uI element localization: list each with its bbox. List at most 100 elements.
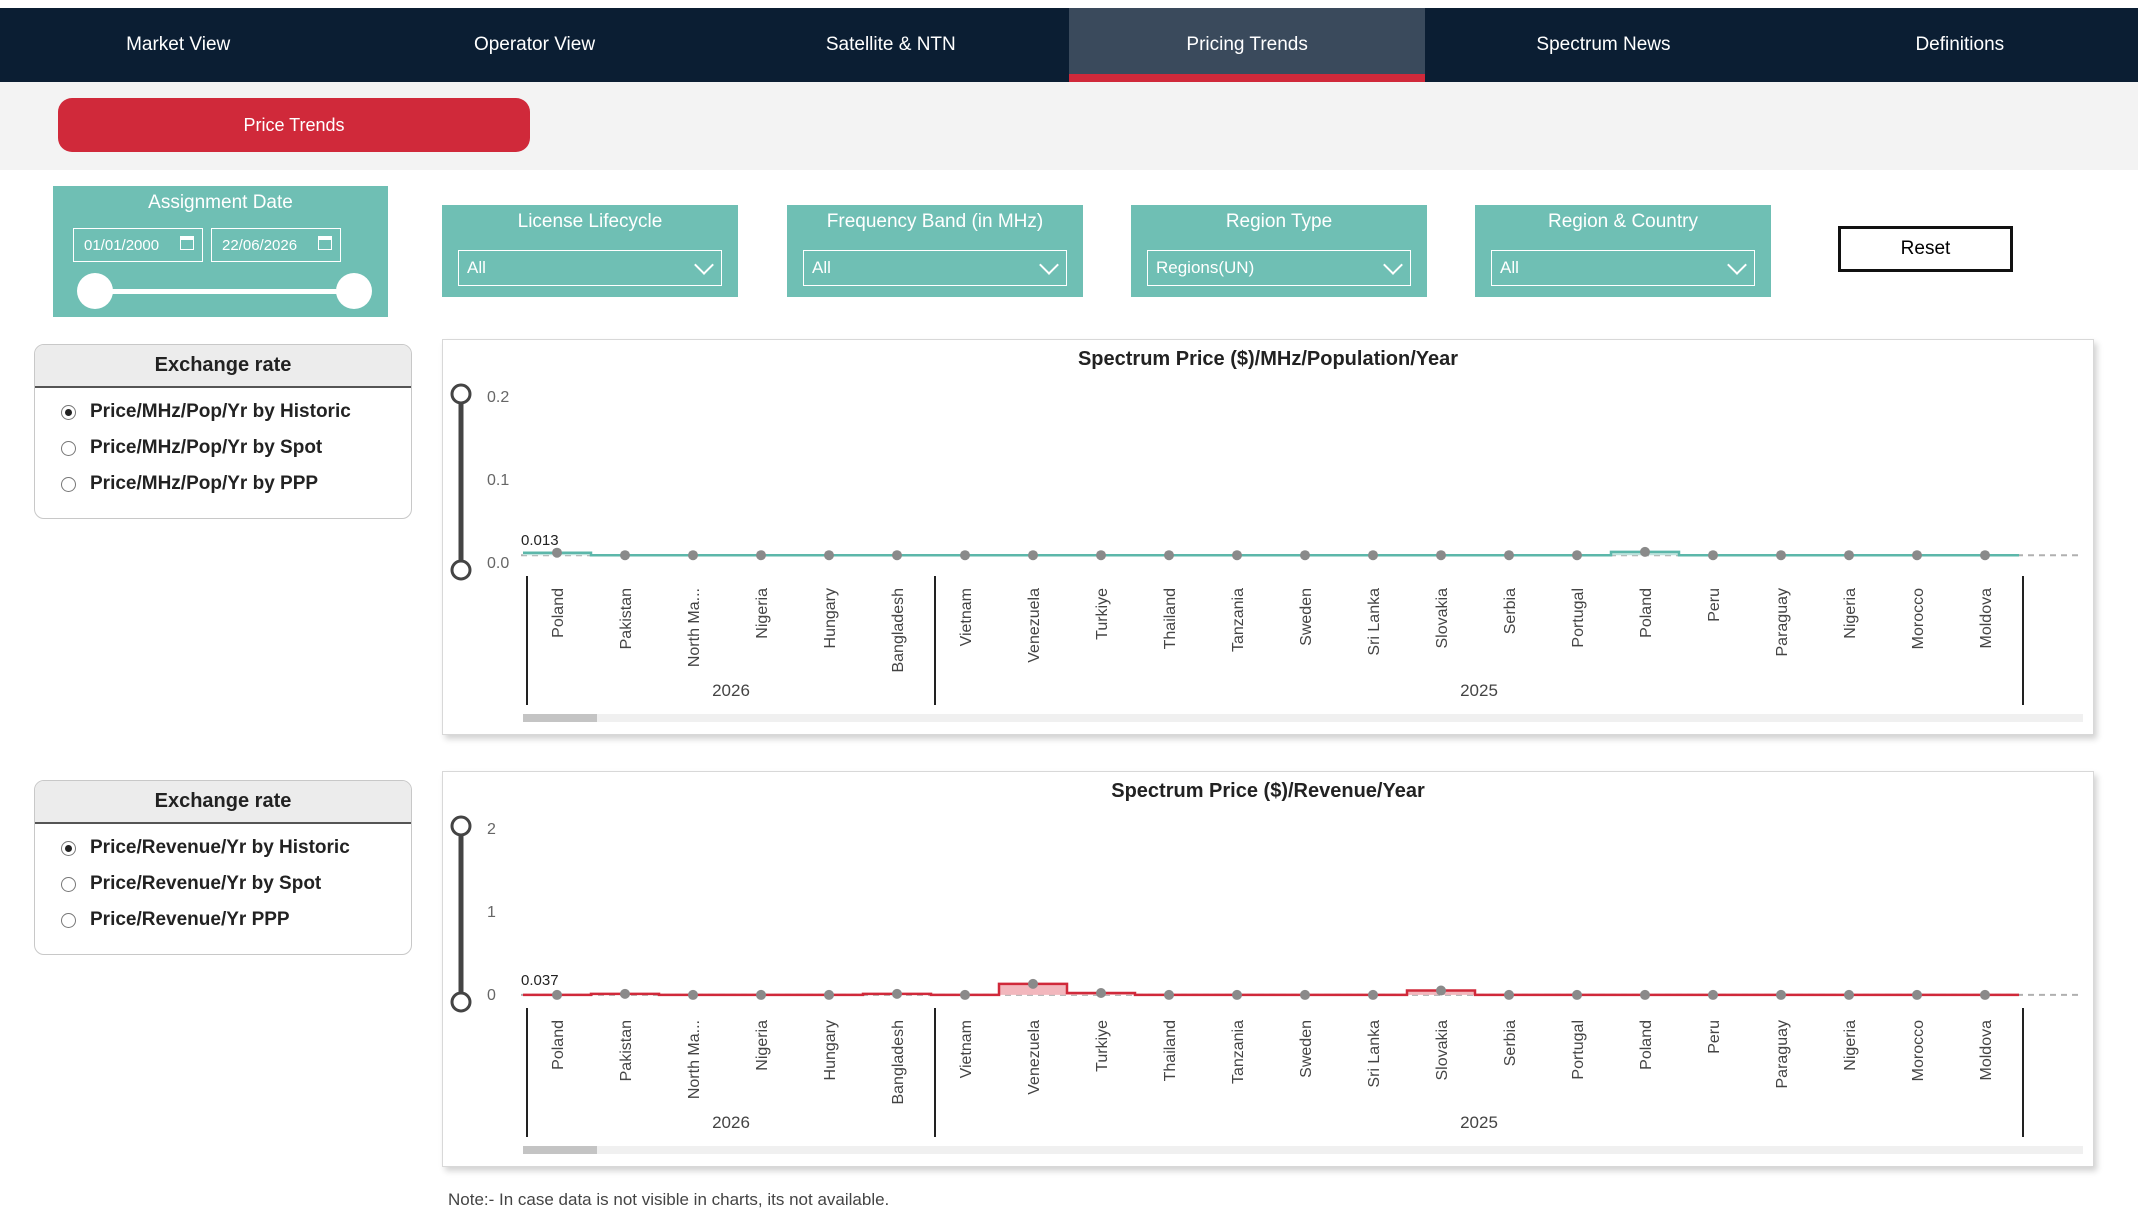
region-country-dropdown[interactable]: All (1491, 250, 1755, 286)
category-label: Moldova (1978, 1020, 1995, 1081)
zoom-slider-bottom-handle[interactable] (450, 991, 472, 1013)
zoom-slider-bottom-handle[interactable] (450, 559, 472, 581)
horizontal-scrollbar-track[interactable] (523, 714, 2083, 722)
data-point (1980, 550, 1990, 561)
tab-spectrum-news[interactable]: Spectrum News (1425, 8, 1781, 82)
option-label: Price/Revenue/Yr by Historic (90, 837, 350, 858)
option-spot[interactable]: Price/MHz/Pop/Yr by Spot (35, 430, 411, 466)
frequency-band-filter: Frequency Band (in MHz) All (787, 205, 1083, 297)
chart-title: Spectrum Price ($)/Revenue/Year (1111, 780, 1425, 802)
selected-value: All (812, 258, 831, 277)
data-point (1844, 989, 1854, 1000)
category-label: Slovakia (1434, 588, 1451, 649)
region-type-dropdown[interactable]: Regions(UN) (1147, 250, 1411, 286)
data-point (1300, 550, 1310, 561)
option-ppp[interactable]: Price/Revenue/Yr PPP (35, 902, 411, 938)
tab-market-view[interactable]: Market View (0, 8, 356, 82)
data-point (892, 550, 902, 561)
license-lifecycle-dropdown[interactable]: All (458, 250, 722, 286)
tab-definitions[interactable]: Definitions (1782, 8, 2138, 82)
category-label: Tanzania (1230, 588, 1247, 652)
data-point (756, 550, 766, 561)
y-tick-label: 0.0 (487, 555, 509, 572)
data-point (1912, 550, 1922, 561)
data-point (552, 547, 562, 558)
radio-icon[interactable] (61, 440, 76, 456)
end-date-value: 22/06/2026 (222, 236, 298, 254)
series-area (523, 983, 2019, 995)
filter-label: Region Type (1225, 211, 1333, 232)
option-label: Price/MHz/Pop/Yr by PPP (90, 473, 319, 494)
chart-canvas: 0.2 0.1 0.0 0.013 Poland Pakistan North Ma... N… (450, 383, 2083, 722)
category-label: Moldova (1978, 588, 1995, 649)
option-label: Price/MHz/Pop/Yr by Historic (90, 401, 351, 422)
horizontal-scrollbar-thumb[interactable] (523, 714, 597, 722)
region-country-filter: Region & Country All (1475, 205, 1771, 297)
group-label: 2026 (712, 1113, 750, 1132)
chart-price-per-mhz-pop: Spectrum Price ($)/MHz/Population/Year 0… (442, 339, 2094, 735)
date-range-start-handle[interactable] (77, 273, 113, 309)
option-historic[interactable]: Price/MHz/Pop/Yr by Historic (35, 394, 411, 430)
chart-title: Spectrum Price ($)/MHz/Population/Year (1077, 348, 1459, 370)
selected-value: All (1500, 258, 1519, 277)
category-label: Vietnam (958, 1020, 975, 1078)
reference-label: 0.013 (521, 532, 559, 549)
category-label: Hungary (822, 588, 839, 648)
group-label: 2025 (1460, 1113, 1498, 1132)
radio-icon[interactable] (61, 476, 76, 492)
exchange-rate-title: Exchange rate (35, 781, 411, 824)
data-point (1844, 550, 1854, 561)
data-point (824, 989, 834, 1000)
option-historic[interactable]: Price/Revenue/Yr by Historic (35, 830, 411, 866)
horizontal-scrollbar-thumb[interactable] (523, 1146, 597, 1154)
end-date-input[interactable]: 22/06/2026 (211, 228, 341, 262)
filter-label: Region & Country (1548, 211, 1698, 232)
chevron-down-icon (1727, 255, 1747, 275)
category-label: Sri Lanka (1366, 1020, 1383, 1088)
category-label: Slovakia (1434, 1020, 1451, 1081)
tab-pricing-trends[interactable]: Pricing Trends (1068, 8, 1426, 82)
option-label: Price/Revenue/Yr PPP (90, 909, 290, 930)
y-tick-label: 2 (487, 821, 496, 838)
start-date-input[interactable]: 01/01/2000 (73, 228, 203, 262)
tab-label: Pricing Trends (1186, 34, 1308, 55)
zoom-slider-top-handle[interactable] (450, 383, 472, 405)
zoom-slider-top-handle[interactable] (450, 815, 472, 837)
y-tick-label: 0.1 (487, 472, 509, 489)
tab-satellite-ntn[interactable]: Satellite & NTN (713, 8, 1069, 82)
price-trends-button[interactable]: Price Trends (58, 98, 530, 152)
horizontal-scrollbar-track[interactable] (523, 1146, 2083, 1154)
category-label: Sweden (1298, 1020, 1315, 1078)
category-label: Peru (1706, 1020, 1723, 1054)
tab-operator-view[interactable]: Operator View (356, 8, 712, 82)
category-label: Turkiye (1094, 1020, 1111, 1072)
radio-selected-icon[interactable] (61, 404, 76, 420)
filter-label: License Lifecycle (517, 211, 663, 232)
start-date-value: 01/01/2000 (84, 236, 160, 254)
availability-note: Note:- In case data is not visible in ch… (448, 1190, 890, 1209)
data-point (1776, 989, 1786, 1000)
license-lifecycle-filter: License Lifecycle All (442, 205, 738, 297)
data-point (1572, 989, 1582, 1000)
option-ppp[interactable]: Price/MHz/Pop/Yr by PPP (35, 466, 411, 502)
reset-button[interactable]: Reset (1838, 226, 2013, 272)
radio-icon[interactable] (61, 912, 76, 928)
category-label: Hungary (822, 1020, 839, 1080)
tab-label: Definitions (1915, 34, 2005, 55)
category-label: Poland (1638, 588, 1655, 638)
date-range-end-handle[interactable] (336, 273, 372, 309)
data-point (1096, 550, 1106, 561)
category-label: Morocco (1910, 588, 1927, 649)
tab-label: Spectrum News (1536, 34, 1671, 55)
frequency-band-dropdown[interactable]: All (803, 250, 1067, 286)
option-spot[interactable]: Price/Revenue/Yr by Spot (35, 866, 411, 902)
radio-selected-icon[interactable] (61, 840, 76, 856)
data-point (1368, 989, 1378, 1000)
radio-icon[interactable] (61, 876, 76, 892)
date-range-slider-track[interactable] (93, 289, 355, 294)
assignment-date-filter: Assignment Date 01/01/2000 22/06/2026 (53, 186, 388, 317)
tab-label: Satellite & NTN (825, 34, 956, 55)
category-label: Poland (1638, 1020, 1655, 1070)
sub-navigation: Price Trends (0, 82, 2138, 170)
data-point (1096, 988, 1106, 999)
